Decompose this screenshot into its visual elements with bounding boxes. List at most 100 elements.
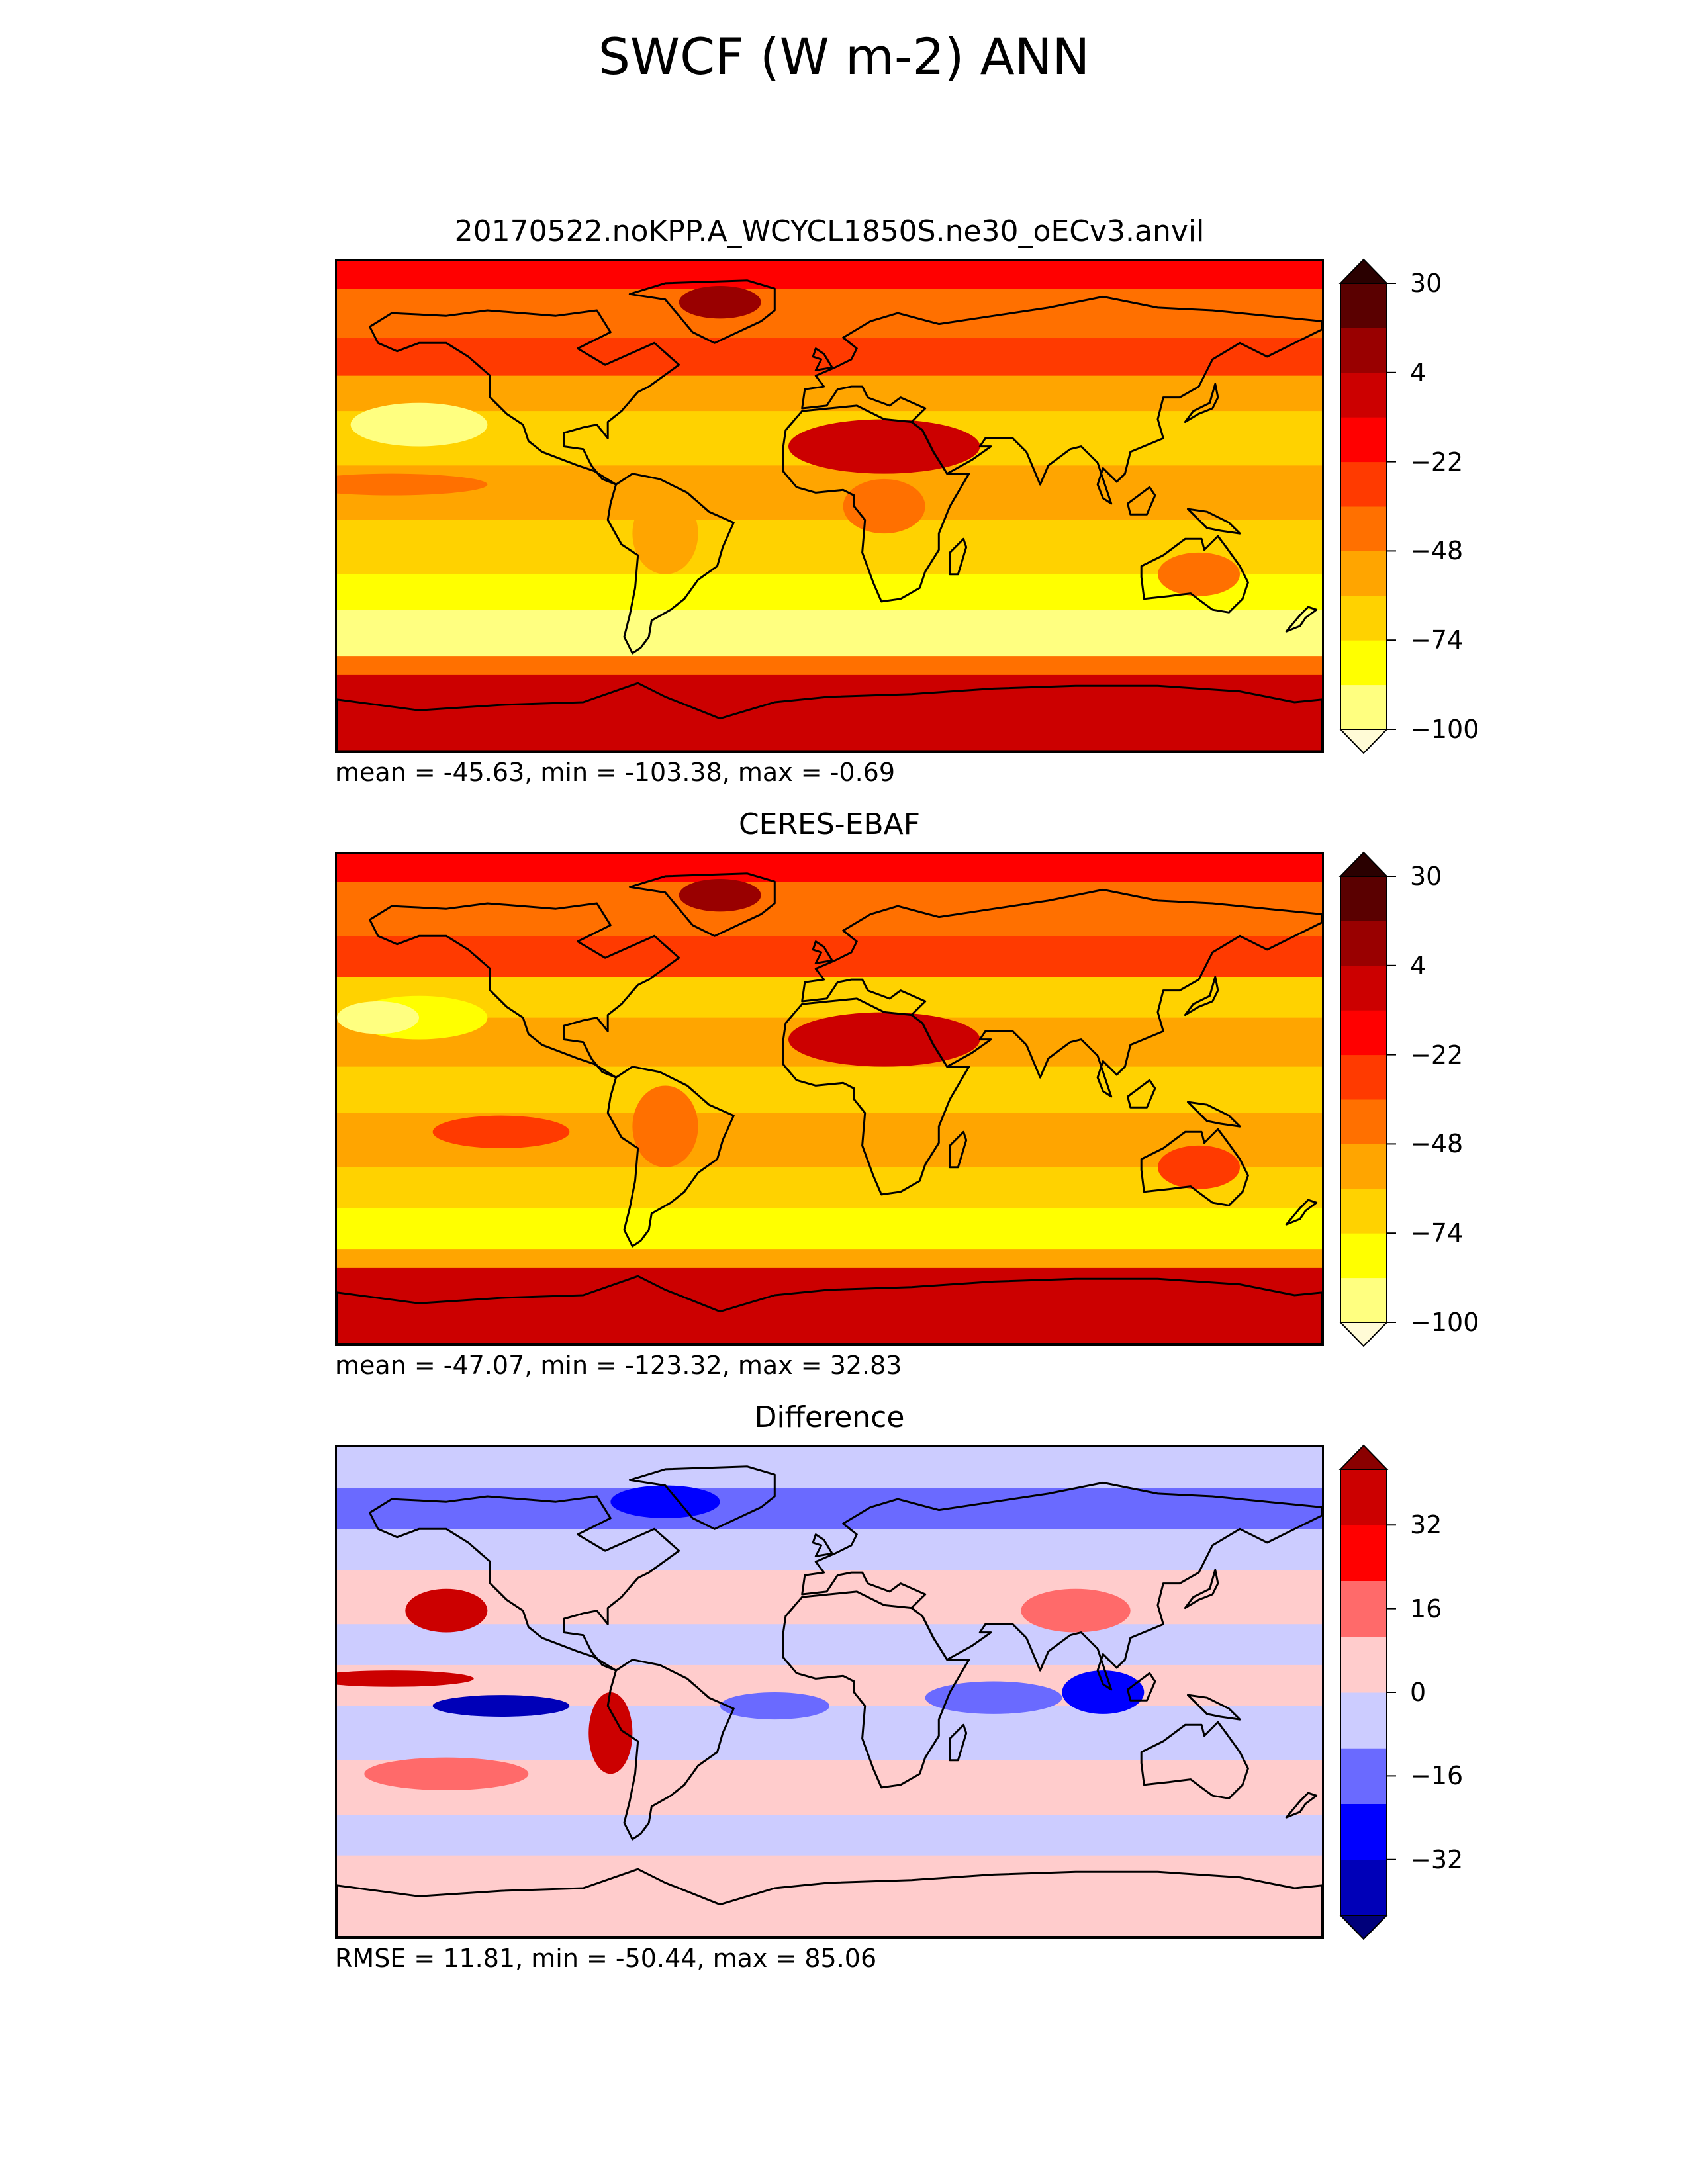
model-panel: 20170522.noKPP.A_WCYCL1850S.ne30_oECv3.a… <box>0 0 1688 785</box>
contour-band <box>337 854 1322 883</box>
colorbar-segment <box>1340 1692 1387 1749</box>
coastline-madagascar <box>949 1723 968 1762</box>
colorbar-segment <box>1340 1188 1387 1234</box>
coastline-antarctica <box>337 682 1322 751</box>
coastline-new-zealand <box>1285 606 1318 633</box>
colorbar <box>1338 851 1396 1347</box>
colorbar-segment <box>1340 640 1387 686</box>
contour-region <box>1062 1670 1145 1714</box>
colorbar-tick-label: −48 <box>1410 1129 1464 1159</box>
contour-band <box>337 1249 1322 1269</box>
contour-region <box>432 1695 570 1717</box>
colorbar-segment <box>1340 1859 1387 1916</box>
contour-band <box>337 1815 1322 1856</box>
colorbar-segment <box>1340 1803 1387 1860</box>
colorbar-segment <box>1340 1469 1387 1525</box>
contour-region <box>610 1485 720 1518</box>
contour-region <box>364 1757 529 1790</box>
colorbar-tick-label: 0 <box>1410 1678 1427 1707</box>
contour-region <box>337 1001 419 1034</box>
contour-region <box>1158 1145 1240 1189</box>
panel-title: Difference <box>754 1400 905 1434</box>
colorbar-segment <box>1340 1233 1387 1279</box>
colorbar-segment <box>1340 1277 1387 1323</box>
contour-region <box>925 1681 1062 1714</box>
coastline-north-america <box>369 902 680 1079</box>
colorbar-segment <box>1340 1099 1387 1144</box>
contour-band <box>337 289 1322 339</box>
colorbar-tick-label: 4 <box>1410 950 1427 980</box>
colorbar-tick-label: 30 <box>1410 269 1442 298</box>
colorbar-tick-label: −48 <box>1410 536 1464 566</box>
contour-band <box>337 1066 1322 1114</box>
colorbar-segment <box>1340 1144 1387 1189</box>
coastline-borneo <box>1127 486 1156 516</box>
coastline-new-guinea <box>1187 1694 1241 1721</box>
colorbar-extend-low <box>1338 1322 1389 1347</box>
coastline-japan <box>1184 976 1219 1017</box>
colorbar-segment <box>1340 1580 1387 1637</box>
contour-region <box>788 419 980 474</box>
colorbar-tick-label: −16 <box>1410 1761 1464 1791</box>
colorbar-tick-label: −100 <box>1410 1308 1479 1337</box>
coastline-madagascar <box>949 537 968 576</box>
map-plot <box>335 1445 1324 1939</box>
contour-band <box>337 465 1322 521</box>
coastline-greenland <box>628 872 776 937</box>
contour-band <box>337 1855 1322 1937</box>
contour-band <box>337 882 1322 937</box>
colorbar-tick-label: 16 <box>1410 1594 1442 1623</box>
coastline-borneo <box>1127 1079 1156 1109</box>
colorbar-tick-label: −100 <box>1410 715 1479 744</box>
contour-region <box>679 879 761 912</box>
contour-band <box>337 1624 1322 1666</box>
coastline-africa <box>782 997 970 1196</box>
colorbar-segment <box>1340 1748 1387 1804</box>
contour-band <box>337 656 1322 676</box>
contour-band <box>337 674 1322 751</box>
colorbar-segment <box>1340 876 1387 921</box>
contour-region <box>843 478 925 534</box>
colorbar-segment <box>1340 461 1387 507</box>
colorbar <box>1338 258 1396 754</box>
coastline-africa <box>782 404 970 603</box>
colorbar <box>1338 1444 1396 1940</box>
coastline-new-zealand <box>1285 1199 1318 1226</box>
contour-region <box>720 1692 829 1720</box>
contour-region <box>337 1670 474 1687</box>
coastline-south-america <box>606 473 735 655</box>
colorbar-segment <box>1340 372 1387 418</box>
contour-region <box>350 402 488 447</box>
coastline-north-america <box>369 309 680 486</box>
colorbar-frame <box>1340 283 1387 730</box>
coastline-australia <box>1140 1721 1249 1799</box>
coastline-greenland <box>628 279 776 344</box>
colorbar-extend-high <box>1338 851 1389 877</box>
contour-region <box>432 1115 570 1148</box>
coastline-new-guinea <box>1187 508 1241 535</box>
panel-stats: mean = -47.07, min = -123.32, max = 32.8… <box>335 1351 902 1380</box>
contour-band <box>337 1488 1322 1530</box>
contour-region <box>1021 1588 1131 1633</box>
colorbar-segment <box>1340 1010 1387 1056</box>
contour-band <box>337 610 1322 657</box>
coastline-australia <box>1140 1128 1249 1206</box>
coastline-new-guinea <box>1187 1101 1241 1128</box>
coastline-uk <box>812 1533 833 1557</box>
colorbar-segment <box>1340 506 1387 551</box>
colorbar-segment <box>1340 965 1387 1011</box>
panel-stats: mean = -45.63, min = -103.38, max = -0.6… <box>335 758 896 787</box>
colorbar-segment <box>1340 1636 1387 1693</box>
colorbar-segment <box>1340 921 1387 966</box>
contour-band <box>337 375 1322 412</box>
contour-region <box>679 286 761 319</box>
contour-region <box>337 473 488 496</box>
obs-panel: CERES-EBAF mean = -47.07, min = -123.32,… <box>0 0 1688 1378</box>
contour-region <box>632 1085 698 1167</box>
coastline-japan <box>1184 383 1219 424</box>
coastline-borneo <box>1127 1672 1156 1702</box>
colorbar-tick-label: −74 <box>1410 1218 1464 1248</box>
coastline-new-zealand <box>1285 1792 1318 1819</box>
contour-band <box>337 520 1322 575</box>
coastline-north-america <box>369 1495 680 1672</box>
